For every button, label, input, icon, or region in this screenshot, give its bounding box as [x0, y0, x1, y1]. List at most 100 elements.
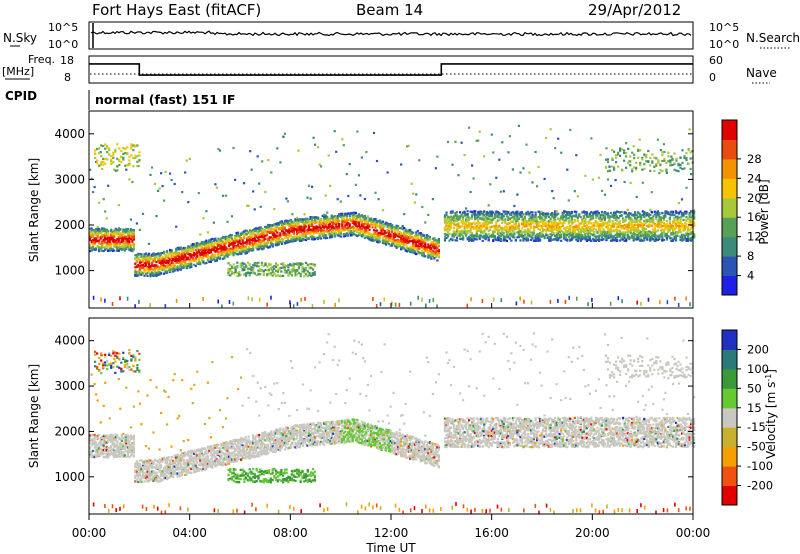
power-cell — [314, 238, 317, 241]
power-cell — [267, 246, 270, 249]
power-cell — [164, 259, 167, 262]
power-cell — [268, 236, 271, 239]
power-cell — [372, 131, 376, 135]
power-cell — [362, 219, 365, 222]
power-cell — [477, 213, 480, 216]
power-cell — [569, 238, 572, 241]
power-cell — [378, 219, 382, 223]
power-cell — [449, 215, 453, 218]
power-cell — [563, 211, 566, 214]
power-cell — [193, 254, 196, 257]
power-cell — [465, 233, 468, 236]
power-cell — [483, 221, 486, 224]
power-cell — [421, 253, 424, 256]
power-cell — [167, 269, 170, 272]
power-cell — [511, 216, 514, 219]
power-cell — [227, 238, 231, 241]
power-cell — [99, 237, 102, 240]
power-cell — [333, 227, 336, 230]
power-cell — [517, 217, 520, 220]
power-cell — [125, 246, 128, 250]
power-cell — [508, 233, 511, 236]
power-cell — [221, 236, 225, 239]
power-cell — [238, 239, 241, 242]
power-cell — [377, 220, 380, 223]
power-cell — [561, 218, 564, 221]
power-cell — [160, 172, 163, 175]
freq-unit-label: [MHz] — [2, 65, 34, 78]
power-cell — [258, 234, 261, 237]
power-cell — [184, 171, 187, 174]
power-cell — [270, 231, 273, 234]
power-cell — [540, 225, 543, 228]
power-cell — [244, 242, 247, 245]
power-cell — [385, 242, 388, 245]
power-cell — [437, 255, 440, 258]
power-cell — [188, 248, 191, 251]
power-cell — [196, 255, 199, 258]
power-cell — [451, 221, 454, 224]
power-cell — [520, 235, 524, 238]
power-cell — [294, 223, 297, 227]
power-cell — [525, 143, 528, 146]
power-cell — [114, 230, 117, 234]
power-cell — [89, 236, 92, 239]
power-cell — [551, 223, 554, 226]
power-cell — [366, 225, 369, 228]
power-cell — [191, 254, 194, 257]
power-cell — [320, 230, 323, 233]
power-cell — [419, 236, 422, 239]
power-cell — [478, 229, 481, 232]
power-cell — [125, 228, 128, 231]
power-cell — [132, 231, 135, 234]
power-cell — [193, 263, 196, 266]
power-cell — [175, 250, 178, 253]
power-cell — [455, 239, 459, 242]
power-cell — [511, 230, 514, 233]
power-cell — [472, 213, 475, 216]
power-cell — [389, 244, 392, 247]
power-cell — [203, 246, 206, 249]
power-cell — [564, 233, 567, 236]
power-cell — [250, 168, 253, 171]
power-cell — [472, 236, 475, 239]
power-cell — [567, 219, 570, 222]
power-cell — [536, 221, 539, 225]
power-cell — [194, 264, 197, 268]
power-cell — [209, 242, 212, 245]
power-cell — [549, 233, 552, 236]
power-cell — [433, 243, 436, 246]
power-cell — [529, 217, 533, 220]
power-cell — [357, 214, 360, 217]
power-cell — [247, 204, 250, 207]
power-cell — [205, 255, 208, 258]
power-cell — [215, 243, 218, 246]
power-cell — [163, 268, 166, 271]
power-cell — [522, 218, 525, 222]
power-cell — [401, 240, 404, 243]
power-cell — [294, 218, 297, 221]
power-cell — [141, 264, 145, 267]
power-cell — [348, 218, 351, 221]
power-cell — [140, 261, 143, 264]
power-cell — [525, 225, 528, 228]
cpid-value: normal (fast) 151 IF — [95, 92, 235, 107]
power-cell — [552, 231, 555, 234]
power-cell — [199, 256, 202, 259]
power-cell — [400, 248, 403, 251]
power-cell — [199, 245, 202, 248]
power-cell — [560, 151, 563, 154]
power-cell — [307, 228, 311, 231]
power-cell — [412, 231, 415, 234]
power-cell — [99, 247, 102, 250]
power-cell — [262, 242, 265, 245]
power-cell — [267, 224, 270, 227]
power-cell — [301, 238, 305, 241]
power-cell — [241, 250, 244, 253]
power-cell — [513, 213, 516, 216]
power-cell — [229, 242, 232, 246]
power-cell — [246, 240, 249, 243]
power-cell — [176, 259, 179, 262]
power-cell — [386, 228, 389, 231]
power-cell — [397, 240, 400, 243]
